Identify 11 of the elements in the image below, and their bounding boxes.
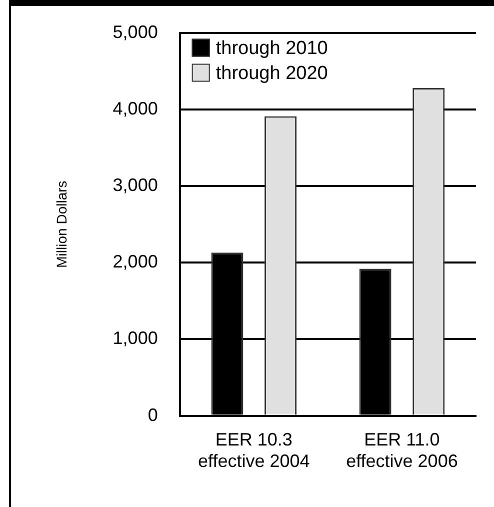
y-tick-label: 0 — [148, 404, 158, 425]
y-tick-label: 1,000 — [112, 328, 158, 348]
x-tick-label: EER 11.0 effective 2006 — [346, 430, 458, 472]
legend-label: through 2020 — [216, 63, 328, 84]
x-tick-label: EER 10.3 effective 2004 — [198, 430, 310, 472]
y-tick-label: 3,000 — [112, 174, 158, 195]
y-tick-label: 5,000 — [112, 22, 158, 42]
legend-label: through 2010 — [216, 38, 328, 60]
y-tick-label: 2,000 — [112, 252, 158, 272]
y-axis-title: Million Dollars — [53, 180, 70, 268]
y-tick-label: 4,000 — [112, 98, 158, 118]
